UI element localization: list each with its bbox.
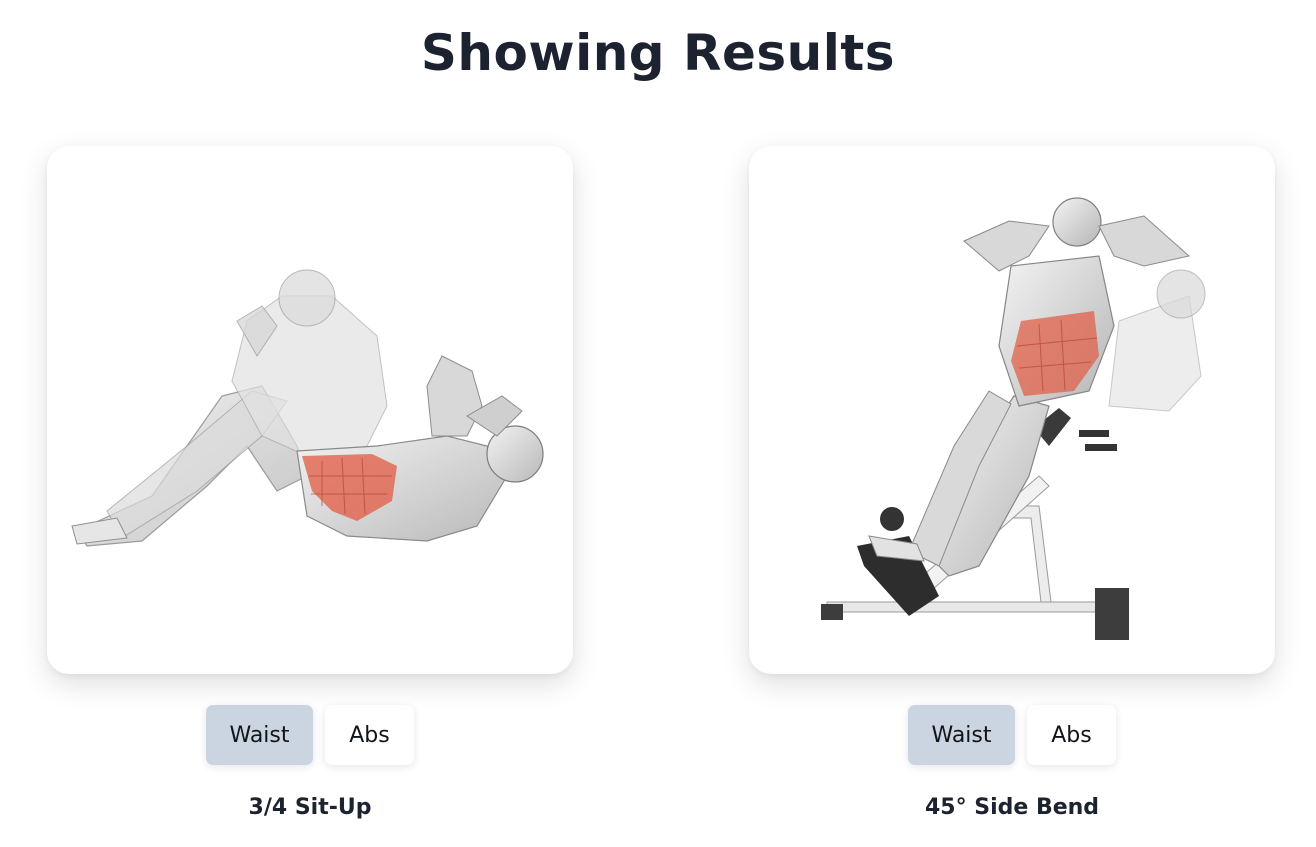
exercise-image[interactable] — [47, 146, 573, 674]
tag-waist-button[interactable]: Waist — [908, 705, 1015, 765]
result-card[interactable]: Waist Abs 45° Side Bend — [749, 146, 1275, 823]
tag-waist-button[interactable]: Waist — [206, 705, 313, 765]
muscle-tags: Waist Abs — [749, 705, 1275, 765]
side-bend-illustration-icon — [821, 197, 1206, 640]
sit-up-illustration-icon — [71, 269, 544, 547]
muscle-tags: Waist Abs — [47, 705, 573, 765]
exercise-image[interactable] — [749, 146, 1275, 674]
result-card[interactable]: Waist Abs 3/4 Sit-Up — [47, 146, 573, 823]
page-title: Showing Results — [420, 24, 896, 82]
tag-abs-button[interactable]: Abs — [1027, 705, 1116, 765]
exercise-name[interactable]: 3/4 Sit-Up — [248, 795, 372, 820]
tag-abs-button[interactable]: Abs — [325, 705, 414, 765]
exercise-name[interactable]: 45° Side Bend — [924, 795, 1100, 820]
